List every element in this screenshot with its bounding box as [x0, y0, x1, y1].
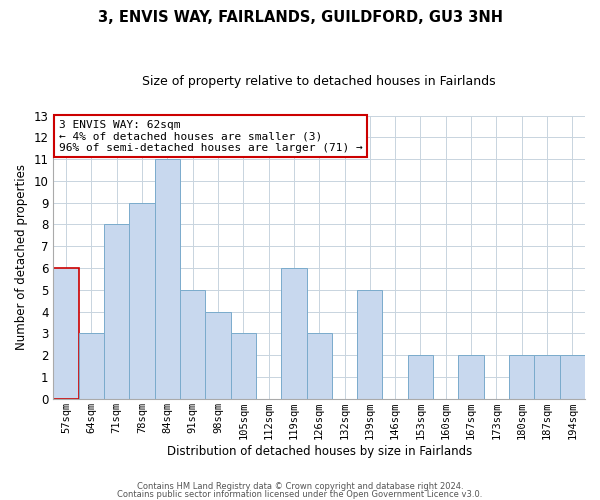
Bar	[104, 224, 130, 398]
Bar	[79, 334, 104, 398]
Bar	[155, 159, 180, 398]
Bar	[458, 355, 484, 399]
Y-axis label: Number of detached properties: Number of detached properties	[15, 164, 28, 350]
Bar	[205, 312, 230, 398]
Bar	[357, 290, 382, 399]
Bar	[408, 355, 433, 399]
Text: Contains HM Land Registry data © Crown copyright and database right 2024.: Contains HM Land Registry data © Crown c…	[137, 482, 463, 491]
Bar	[180, 290, 205, 399]
Bar	[535, 355, 560, 399]
Bar	[509, 355, 535, 399]
Bar	[53, 268, 79, 398]
Bar	[307, 334, 332, 398]
Text: 3 ENVIS WAY: 62sqm
← 4% of detached houses are smaller (3)
96% of semi-detached : 3 ENVIS WAY: 62sqm ← 4% of detached hous…	[59, 120, 362, 153]
Text: 3, ENVIS WAY, FAIRLANDS, GUILDFORD, GU3 3NH: 3, ENVIS WAY, FAIRLANDS, GUILDFORD, GU3 …	[97, 10, 503, 25]
Bar	[130, 202, 155, 398]
Title: Size of property relative to detached houses in Fairlands: Size of property relative to detached ho…	[142, 75, 496, 88]
X-axis label: Distribution of detached houses by size in Fairlands: Distribution of detached houses by size …	[167, 444, 472, 458]
Bar	[560, 355, 585, 399]
Bar	[281, 268, 307, 398]
Text: Contains public sector information licensed under the Open Government Licence v3: Contains public sector information licen…	[118, 490, 482, 499]
Bar	[230, 334, 256, 398]
